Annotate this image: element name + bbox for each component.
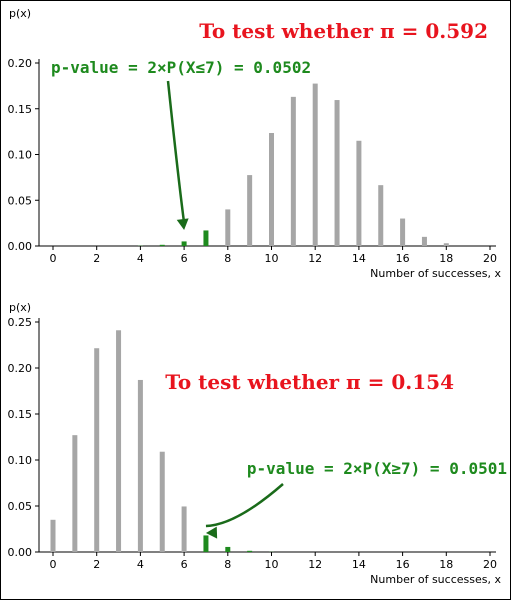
y-tick-label: 0.00 — [8, 240, 33, 253]
pvalue-annotation: p-value = 2×P(X≥7) = 0.0501 — [247, 459, 507, 478]
bar — [94, 348, 100, 552]
x-tick-label: 10 — [265, 252, 279, 265]
pvalue-bar — [225, 546, 231, 552]
bar — [72, 435, 78, 552]
chart-title: To test whether π = 0.154 — [165, 370, 454, 394]
x-tick-label: 0 — [50, 558, 57, 571]
plot-area: 0.00 0.05 0.10 0.15 0.20 0.25 0 2 4 6 8 10 12 14 16 18 2… — [8, 301, 508, 586]
x-tick-label: 20 — [483, 558, 497, 571]
bar — [50, 519, 56, 552]
x-tick-label: 14 — [352, 252, 366, 265]
y-tick-label: 0.15 — [8, 103, 33, 116]
x-tick-label: 2 — [93, 558, 100, 571]
x-tick-label: 4 — [137, 558, 144, 571]
y-tick-label: 0.10 — [8, 454, 33, 467]
pvalue-arrow-shaft — [166, 80, 186, 224]
x-tick-label: 16 — [396, 252, 410, 265]
x-tick-label: 12 — [308, 558, 322, 571]
x-tick-label: 18 — [439, 558, 453, 571]
bar — [356, 140, 362, 246]
bar — [334, 100, 340, 247]
bar — [400, 218, 406, 246]
x-tick-label: 12 — [308, 252, 322, 265]
y-tick-label: 0.05 — [8, 500, 33, 513]
y-axis-label: p(x) — [9, 301, 31, 314]
chart-bottom-p-0154: 0.00 0.05 0.10 0.15 0.20 0.25 0 2 4 6 8 10 12 14 16 18 2… — [8, 301, 508, 586]
pvalue-bar — [203, 230, 209, 246]
x-tick-label: 8 — [224, 252, 231, 265]
pvalue-arrow-shaft — [205, 483, 284, 528]
bar — [116, 330, 122, 552]
bar — [443, 243, 449, 246]
pvalue-arrow-head — [176, 218, 189, 230]
pvalue-bar — [203, 535, 209, 552]
x-axis-label: Number of successes, x — [370, 573, 501, 586]
x-tick-label: 8 — [224, 558, 231, 571]
pvalue-arrow-head — [205, 526, 218, 539]
y-tick-label: 0.15 — [8, 408, 33, 421]
pvalue-bar — [159, 244, 165, 246]
chart-title: To test whether π = 0.592 — [199, 19, 488, 43]
bar — [378, 185, 384, 246]
bar — [247, 175, 253, 246]
x-axis-label: Number of successes, x — [370, 267, 501, 280]
x-tick-label: 4 — [137, 252, 144, 265]
bar — [290, 96, 296, 246]
y-tick-label: 0.25 — [8, 316, 33, 329]
y-tick-label: 0.20 — [8, 57, 33, 70]
x-tick-label: 14 — [352, 558, 366, 571]
x-tick-label: 16 — [396, 558, 410, 571]
bar — [312, 83, 318, 247]
y-axis-label: p(x) — [9, 7, 31, 20]
x-tick-label: 2 — [93, 252, 100, 265]
y-tick-label: 0.10 — [8, 149, 33, 162]
bar — [137, 379, 143, 552]
pvalue-bar — [181, 241, 187, 246]
x-tick-label: 6 — [181, 252, 188, 265]
plot-area: 0.00 0.05 0.10 0.15 0.20 0 2 4 6 8 10 12 14 16 18 20 p(x… — [8, 7, 502, 280]
y-tick-label: 0.20 — [8, 362, 33, 375]
bar — [225, 209, 231, 246]
x-tick-label: 18 — [439, 252, 453, 265]
x-tick-label: 6 — [181, 558, 188, 571]
x-tick-label: 0 — [50, 252, 57, 265]
bar — [181, 506, 187, 552]
bar — [159, 451, 165, 552]
bar — [421, 236, 427, 246]
pvalue-bar — [247, 550, 253, 552]
pvalue-annotation: p-value = 2×P(X≤7) = 0.0502 — [51, 58, 311, 77]
y-tick-label: 0.00 — [8, 546, 33, 559]
x-tick-label: 10 — [265, 558, 279, 571]
x-tick-label: 20 — [483, 252, 497, 265]
bar — [269, 132, 274, 246]
y-tick-label: 0.05 — [8, 194, 33, 207]
chart-top-p-0592: 0.00 0.05 0.10 0.15 0.20 0 2 4 6 8 10 12 14 16 18 20 p(x… — [8, 7, 502, 280]
